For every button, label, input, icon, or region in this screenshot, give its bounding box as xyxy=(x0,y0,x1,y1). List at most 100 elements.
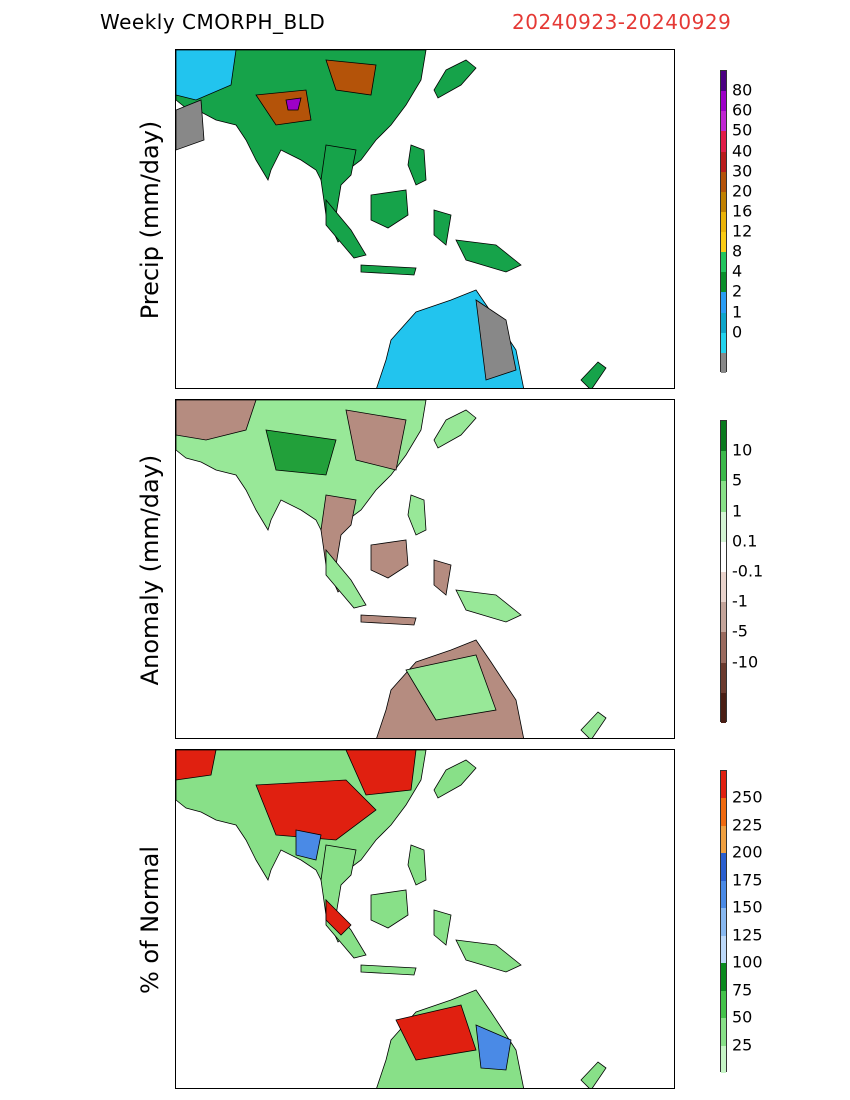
anomaly-wet-region xyxy=(265,429,337,476)
anomaly-colorbar-label: -1 xyxy=(732,591,748,611)
precip-colorbar-segment xyxy=(721,91,726,112)
anomaly-colorbar-label: 5 xyxy=(732,470,743,490)
anomaly-dry-region xyxy=(176,400,257,441)
anomaly-panel: Anomaly (mm/day) 10 5 1 0.1 -0.1 -1 -5 -10 xyxy=(0,390,850,740)
precip-dry-region xyxy=(475,299,517,381)
percent-colorbar-segment xyxy=(721,1018,726,1046)
percent-ylabel: % of Normal xyxy=(136,845,164,995)
percent-high-region xyxy=(255,779,377,841)
precip-colorbar-segment xyxy=(721,272,726,293)
precip-colorbar-label: 40 xyxy=(732,141,753,161)
precip-panel: Precip (mm/day) 80 60 50 40 30 20 16 12 8 4 2 1 0 xyxy=(0,40,850,390)
precip-land-shape xyxy=(433,59,477,99)
precip-colorbar-label: 80 xyxy=(732,80,753,100)
precip-dry-region xyxy=(176,99,205,151)
percent-colorbar-segment xyxy=(721,798,726,826)
percent-high-region xyxy=(176,750,217,781)
precip-colorbar-label: 30 xyxy=(732,161,753,181)
precip-colorbar-segment xyxy=(721,332,726,353)
precip-colorbar-segment xyxy=(721,252,726,273)
precip-ylabel: Precip (mm/day) xyxy=(136,120,164,320)
precip-colorbar-label: 8 xyxy=(732,241,743,261)
anomaly-colorbar-segment xyxy=(721,451,726,482)
percent-colorbar-segment xyxy=(721,963,726,991)
anomaly-land-shape xyxy=(433,409,477,449)
precip-land-shape xyxy=(176,50,237,101)
precip-colorbar-label: 0 xyxy=(732,322,743,342)
anomaly-ylabel: Anomaly (mm/day) xyxy=(136,454,164,686)
percent-map-svg xyxy=(176,750,607,1088)
precip-colorbar-label: 20 xyxy=(732,181,753,201)
anomaly-land-shape xyxy=(370,539,409,579)
percent-land-shape xyxy=(433,759,477,799)
precip-colorbar-segment xyxy=(721,171,726,192)
anomaly-colorbar-label: -10 xyxy=(732,652,759,672)
percent-land-shape xyxy=(407,844,427,886)
precip-colorbar-label: 1 xyxy=(732,302,743,322)
precip-colorbar-segment xyxy=(721,131,726,152)
percent-colorbar-segment xyxy=(721,880,726,909)
date-range: 20240923-20240929 xyxy=(512,10,732,34)
anomaly-dry-region xyxy=(345,409,407,471)
percent-colorbar-label: 225 xyxy=(732,815,763,835)
anomaly-colorbar-label: 1 xyxy=(732,501,743,521)
anomaly-colorbar-segment xyxy=(721,421,726,452)
anomaly-land-shape xyxy=(360,614,417,626)
anomaly-colorbar-segment xyxy=(721,511,726,542)
precip-land-shape xyxy=(325,198,367,259)
percent-colorbar-label: 125 xyxy=(732,925,763,945)
precip-heavy-region xyxy=(325,59,377,96)
precip-map xyxy=(175,49,675,389)
anomaly-colorbar-segment xyxy=(721,481,726,512)
precip-colorbar-label: 4 xyxy=(732,261,743,281)
percent-colorbar-segment xyxy=(721,908,726,936)
precip-land-shape xyxy=(433,209,452,246)
precip-colorbar-label: 60 xyxy=(732,100,753,120)
anomaly-colorbar-segment xyxy=(721,602,726,633)
precip-land-shape xyxy=(407,144,427,186)
percent-panel: % of Normal 250 225 200 175 150 125 100 75 50 25 xyxy=(0,740,850,1090)
precip-colorbar-segment xyxy=(721,312,726,333)
percent-high-region xyxy=(325,899,352,936)
anomaly-land-shape xyxy=(325,548,367,609)
percent-colorbar-label: 250 xyxy=(732,787,763,807)
anomaly-colorbar-label: -5 xyxy=(732,621,748,641)
percent-colorbar-label: 25 xyxy=(732,1035,753,1055)
anomaly-colorbar-label: 10 xyxy=(732,440,753,460)
anomaly-colorbar xyxy=(720,420,727,723)
precip-colorbar-label: 16 xyxy=(732,201,753,221)
anomaly-colorbar-segment xyxy=(721,662,726,693)
anomaly-colorbar-label: 0.1 xyxy=(732,531,758,551)
percent-high-region xyxy=(395,1004,477,1061)
anomaly-land-shape xyxy=(580,711,607,738)
anomaly-map xyxy=(175,399,675,739)
percent-land-shape xyxy=(370,889,409,929)
precip-colorbar-segment xyxy=(721,111,726,132)
percent-colorbar-label: 50 xyxy=(732,1007,753,1027)
anomaly-wet-region xyxy=(405,654,497,721)
precip-colorbar xyxy=(720,70,727,373)
percent-mid-region xyxy=(295,829,322,861)
percent-colorbar-segment xyxy=(721,1045,726,1073)
anomaly-colorbar-segment xyxy=(721,632,726,663)
percent-colorbar-label: 100 xyxy=(732,952,763,972)
anomaly-colorbar-segment xyxy=(721,541,726,572)
anomaly-land-shape xyxy=(433,559,452,596)
precip-land-shape xyxy=(580,361,607,388)
percent-land-shape xyxy=(433,909,452,946)
percent-land-shape xyxy=(360,964,417,976)
percent-map xyxy=(175,749,675,1089)
precip-extreme-region xyxy=(285,97,302,111)
precip-colorbar-segment xyxy=(721,292,726,313)
precip-colorbar-segment xyxy=(721,151,726,172)
precip-land-shape xyxy=(360,264,417,276)
precip-land-shape xyxy=(370,189,409,229)
percent-colorbar-label: 75 xyxy=(732,980,753,1000)
percent-colorbar-label: 150 xyxy=(732,897,763,917)
percent-colorbar-segment xyxy=(721,990,726,1019)
percent-colorbar-segment xyxy=(721,935,726,964)
anomaly-colorbar-segment xyxy=(721,571,726,603)
precip-colorbar-segment xyxy=(721,352,726,373)
product-title: Weekly CMORPH_BLD xyxy=(100,10,326,34)
percent-colorbar-segment xyxy=(721,771,726,799)
